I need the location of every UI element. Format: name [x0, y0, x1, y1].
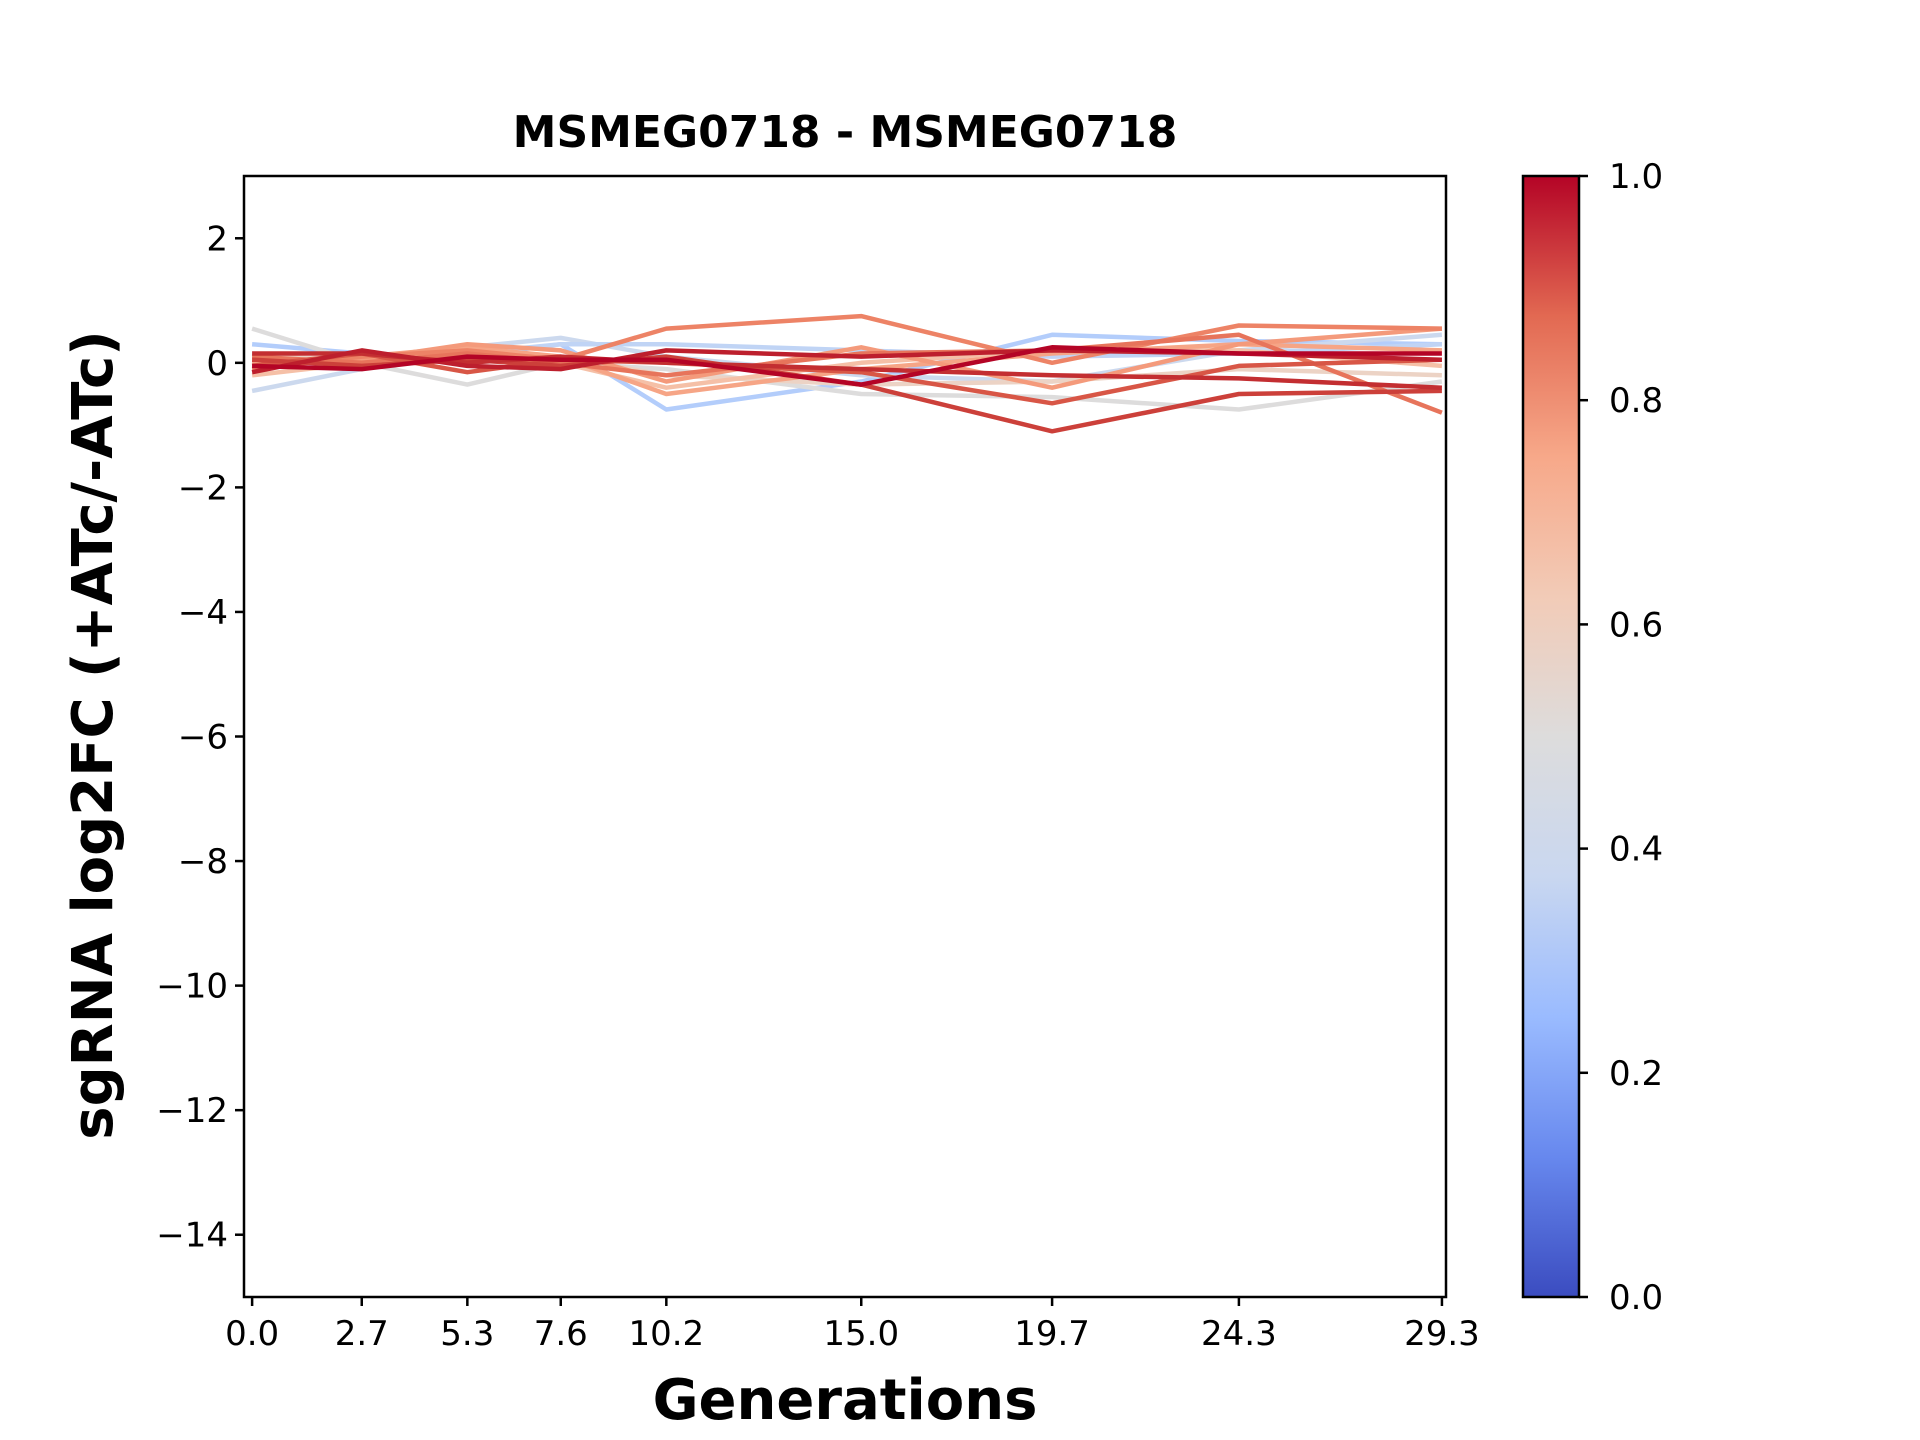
y-tick-label: −4: [178, 593, 228, 633]
colorbar-tick-label: 0.0: [1609, 1278, 1663, 1318]
colorbar-tick-label: 0.8: [1609, 381, 1663, 421]
x-axis: 0.0 2.7 5.3 7.6 10.2 15.0 19.7 24.3 29.3: [225, 1297, 1480, 1354]
y-tick-label: 0: [206, 344, 228, 384]
colorbar-tick-label: 1.0: [1609, 157, 1663, 197]
y-tick-label: −14: [156, 1216, 228, 1256]
x-tick-label: 7.6: [534, 1314, 588, 1354]
x-tick-label: 5.3: [440, 1314, 494, 1354]
y-tick-label: −8: [178, 842, 228, 882]
chart-title: MSMEG0718 - MSMEG0718: [513, 107, 1178, 158]
series-line-15: [252, 345, 1442, 387]
x-tick-label: 29.3: [1404, 1314, 1480, 1354]
x-tick-label: 2.7: [335, 1314, 389, 1354]
colorbar-tick-label: 0.2: [1609, 1054, 1663, 1094]
colorbar-tick-label: 0.4: [1609, 830, 1663, 870]
y-tick-label: 2: [206, 219, 228, 259]
x-tick-label: 0.0: [225, 1314, 279, 1354]
x-tick-label: 19.7: [1014, 1314, 1090, 1354]
y-tick-label: −12: [156, 1091, 228, 1131]
x-tick-label: 15.0: [823, 1314, 899, 1354]
y-tick-label: −6: [178, 718, 228, 758]
y-axis-label: sgRNA log2FC (+ATc/-ATc): [61, 330, 126, 1140]
y-tick-label: −10: [156, 967, 228, 1007]
colorbar-tick-label: 0.6: [1609, 605, 1663, 645]
series-lines: [251, 313, 1443, 434]
x-tick-label: 10.2: [628, 1314, 704, 1354]
y-axis: 2 0 −2 −4 −6 −8 −10 −12 −14: [156, 219, 244, 1256]
colorbar: [1521, 174, 1581, 1299]
x-tick-label: 24.3: [1201, 1314, 1277, 1354]
colorbar-axis: 0.0 0.2 0.4 0.6 0.8 1.0: [1579, 157, 1663, 1318]
x-axis-label: Generations: [653, 1368, 1038, 1433]
y-tick-label: −2: [178, 468, 228, 508]
